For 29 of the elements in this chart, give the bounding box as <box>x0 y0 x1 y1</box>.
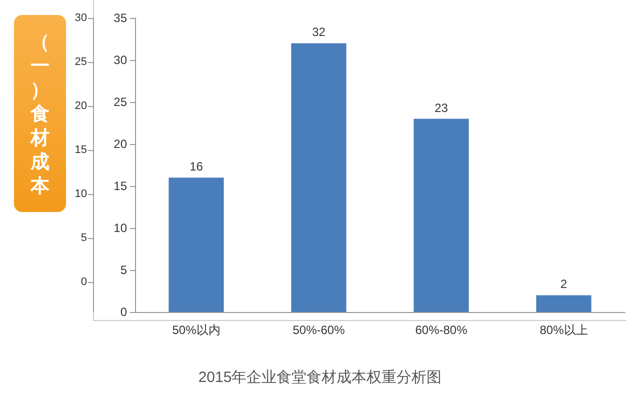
y-tick-label: 10 <box>114 221 128 235</box>
data-label: 32 <box>312 25 326 40</box>
y-tick-label: 15 <box>114 179 128 193</box>
x-tick-label: 80%以上 <box>540 323 588 337</box>
y-tick-label: 20 <box>114 137 128 151</box>
x-tick-label: 50%以内 <box>172 323 220 337</box>
y2-tick-label: 20 <box>74 100 87 112</box>
x-tick-label: 60%-80% <box>415 323 468 337</box>
text: 2015年企业食堂食材成本权重分析图 <box>198 369 442 386</box>
y2-tick-label: 25 <box>74 56 87 68</box>
y2-tick-label: 30 <box>74 12 87 24</box>
y-tick-label: 0 <box>120 305 128 319</box>
y-tick-label: 30 <box>114 53 128 67</box>
y-tick-label: 35 <box>114 11 128 25</box>
y2-tick-label: 0 <box>80 276 87 288</box>
y2-tick-label: 15 <box>74 144 87 156</box>
x-tick-label: 50%-60% <box>292 323 346 337</box>
data-label: 23 <box>434 100 448 115</box>
data-label: 2 <box>560 277 568 292</box>
data-label: 16 <box>190 160 204 174</box>
bar <box>414 118 469 312</box>
bar <box>168 178 224 312</box>
bar <box>291 43 346 312</box>
text: （一）食材成本 <box>30 30 50 198</box>
y2-tick-label: 5 <box>80 232 87 244</box>
y2-tick-label: 10 <box>74 188 87 200</box>
bar <box>536 295 592 312</box>
y-tick-label: 25 <box>114 95 128 109</box>
y-tick-label: 5 <box>120 263 128 277</box>
